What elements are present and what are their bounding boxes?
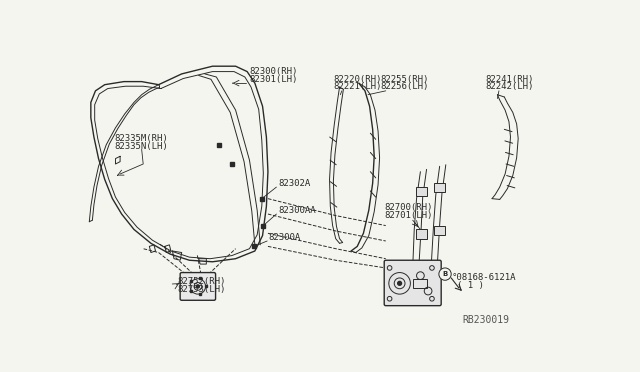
Text: 82300AA: 82300AA [278,206,316,215]
Text: ( 1 ): ( 1 ) [458,281,484,290]
Text: B: B [442,271,447,277]
Text: 82242(LH): 82242(LH) [486,83,534,92]
Text: 82753(LH): 82753(LH) [178,285,226,294]
Text: 82335M(RH): 82335M(RH) [114,134,168,143]
Text: 82300(RH): 82300(RH) [250,67,298,76]
Text: 82701(LH): 82701(LH) [384,211,433,220]
Text: 82700(RH): 82700(RH) [384,203,433,212]
Bar [435,183,445,192]
Circle shape [397,281,401,285]
Text: RB230019: RB230019 [463,315,509,325]
Bar [416,187,426,196]
Circle shape [196,285,200,288]
Text: 82335N(LH): 82335N(LH) [114,142,168,151]
Text: 82300A: 82300A [269,232,301,242]
Bar [435,225,445,235]
Circle shape [439,268,451,280]
Text: °08168-6121A: °08168-6121A [451,273,516,282]
Text: 82221(LH): 82221(LH) [333,83,382,92]
Text: 82301(LH): 82301(LH) [250,75,298,84]
Text: 82752(RH): 82752(RH) [178,277,226,286]
Bar [413,279,427,288]
Text: 82255(RH): 82255(RH) [380,75,429,84]
Text: 82302A: 82302A [278,179,310,188]
FancyBboxPatch shape [180,273,216,300]
Text: 82256(LH): 82256(LH) [380,83,429,92]
Text: 82241(RH): 82241(RH) [486,75,534,84]
FancyBboxPatch shape [384,260,441,306]
Text: 82220(RH): 82220(RH) [333,75,382,84]
Bar [416,230,426,239]
